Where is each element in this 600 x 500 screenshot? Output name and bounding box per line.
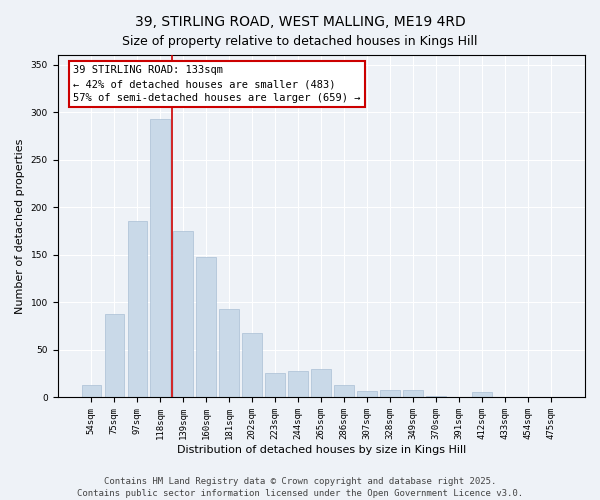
Bar — [334, 385, 354, 398]
Bar — [196, 256, 216, 398]
Bar — [128, 222, 147, 398]
Text: Size of property relative to detached houses in Kings Hill: Size of property relative to detached ho… — [122, 35, 478, 48]
Bar — [82, 385, 101, 398]
Bar — [358, 391, 377, 398]
Bar — [220, 309, 239, 398]
Text: 39, STIRLING ROAD, WEST MALLING, ME19 4RD: 39, STIRLING ROAD, WEST MALLING, ME19 4R… — [134, 15, 466, 29]
Bar — [104, 314, 124, 398]
Bar — [427, 396, 446, 398]
Bar — [380, 390, 400, 398]
Bar — [472, 392, 492, 398]
Text: Contains HM Land Registry data © Crown copyright and database right 2025.
Contai: Contains HM Land Registry data © Crown c… — [77, 476, 523, 498]
Bar — [173, 231, 193, 398]
Bar — [242, 333, 262, 398]
Bar — [289, 371, 308, 398]
Text: 39 STIRLING ROAD: 133sqm
← 42% of detached houses are smaller (483)
57% of semi-: 39 STIRLING ROAD: 133sqm ← 42% of detach… — [73, 66, 361, 104]
Bar — [265, 372, 285, 398]
Bar — [311, 369, 331, 398]
Bar — [403, 390, 423, 398]
X-axis label: Distribution of detached houses by size in Kings Hill: Distribution of detached houses by size … — [176, 445, 466, 455]
Y-axis label: Number of detached properties: Number of detached properties — [15, 138, 25, 314]
Bar — [151, 118, 170, 398]
